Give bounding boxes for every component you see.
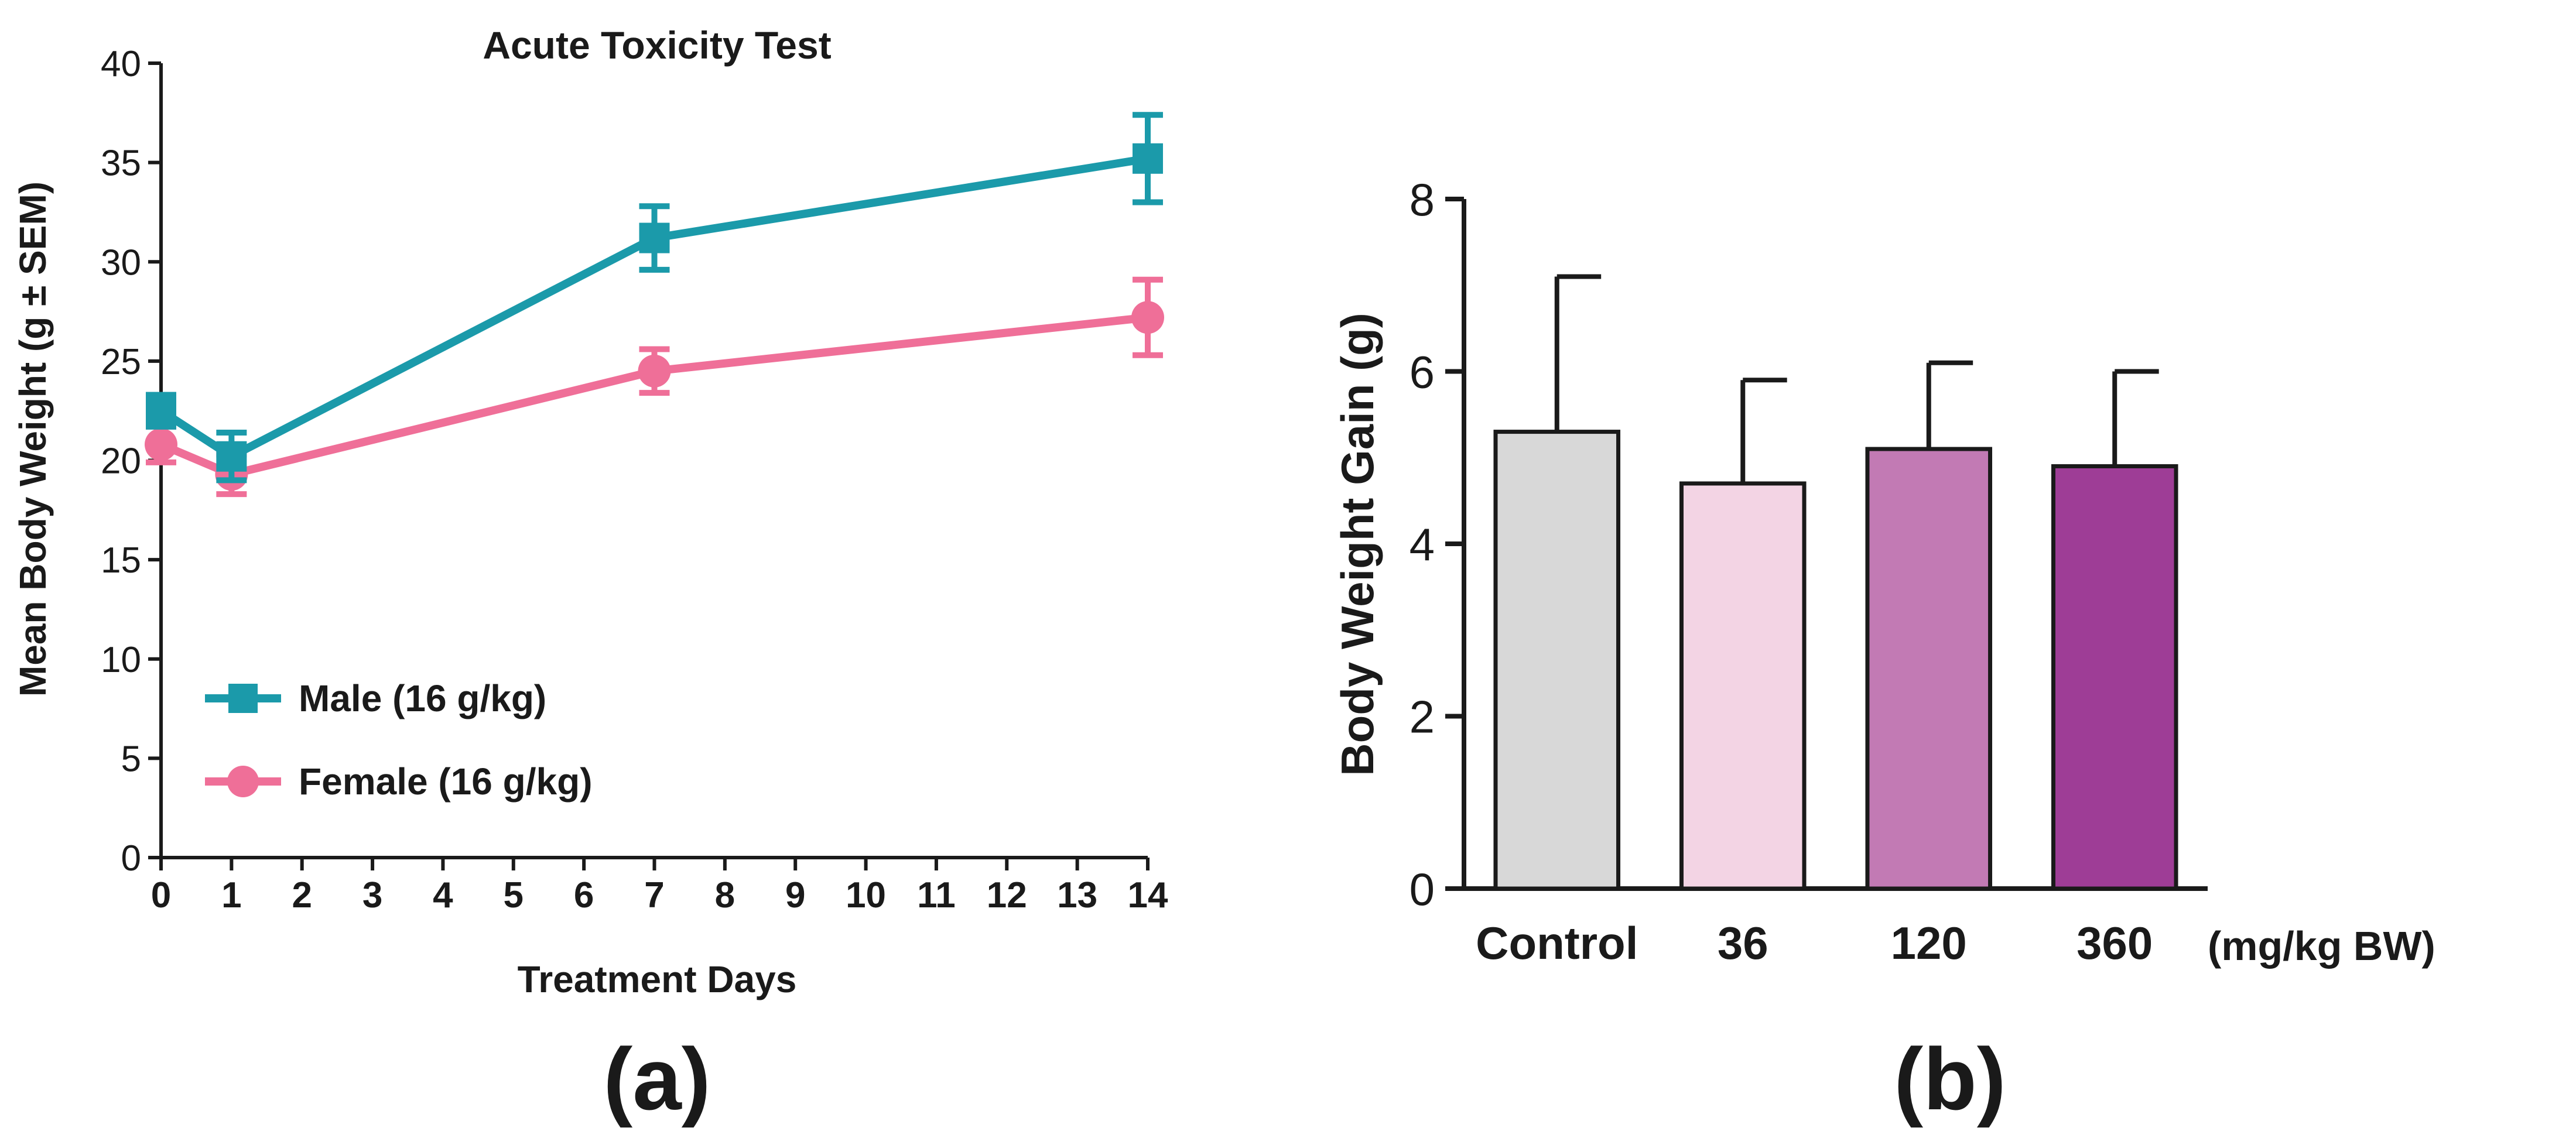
- line-chart-x-label: Treatment Days: [518, 958, 797, 1000]
- line-chart-x-tick-label: 10: [846, 875, 886, 916]
- line-chart-x-tick-label: 12: [987, 875, 1027, 916]
- bar-category-label: 36: [1718, 917, 1768, 969]
- line-chart-x-tick-label: 2: [292, 875, 312, 916]
- line-chart-y-tick-label: 5: [121, 739, 141, 779]
- bar-360: [2051, 464, 2178, 891]
- line-chart-y-tick-label: 25: [101, 342, 141, 382]
- bar-36: [1679, 481, 1807, 891]
- panel-label-a: (a): [603, 1030, 710, 1128]
- line-chart-y-tick-label: 20: [101, 441, 141, 482]
- bar-chart-y-tick-label: 0: [1410, 863, 1435, 915]
- line-chart-x-tick-label: 14: [1128, 875, 1168, 916]
- data-point-male: [146, 395, 176, 426]
- bar-chart-unit-label: (mg/kg BW): [2208, 923, 2435, 969]
- line-chart-x-tick-label: 4: [433, 875, 453, 916]
- data-point-female: [638, 354, 671, 388]
- data-point-male: [216, 441, 247, 472]
- legend-female-marker: [227, 766, 259, 797]
- bar-chart-y-label: Body Weight Gain (g): [1332, 313, 1383, 776]
- line-chart-x-tick-label: 3: [362, 875, 382, 916]
- line-chart-title: Acute Toxicity Test: [483, 23, 831, 67]
- bar-120: [1865, 447, 1993, 891]
- line-chart-x-tick-label: 5: [504, 875, 524, 916]
- line-chart-y-tick-label: 10: [101, 640, 141, 680]
- line-chart-x-tick-label: 13: [1057, 875, 1097, 916]
- bar-chart-y-tick-label: 8: [1410, 174, 1435, 225]
- line-chart-x-tick-label: 8: [715, 875, 735, 916]
- series-line-female: [159, 313, 1148, 479]
- line-chart-x-tick-label: 11: [917, 875, 956, 916]
- legend-female-label: Female (16 g/kg): [299, 760, 593, 803]
- line-chart-y-tick-label: 15: [101, 540, 141, 581]
- bar-chart-y-tick-label: 2: [1410, 691, 1435, 743]
- line-chart-y-tick-label: 40: [101, 44, 141, 84]
- bar-control: [1493, 430, 1621, 891]
- data-point-male: [639, 222, 670, 253]
- line-chart-y-tick-label: 0: [121, 838, 141, 879]
- bar-category-label: Control: [1476, 917, 1638, 969]
- bar-chart-y-tick-label: 4: [1410, 519, 1435, 570]
- data-point-male: [1133, 143, 1163, 174]
- series-line-male: [159, 154, 1149, 461]
- data-point-female: [145, 428, 177, 461]
- line-chart-y-label: Mean Body Weight (g ± SEM): [12, 181, 54, 697]
- bar-category-label: 360: [2076, 917, 2153, 969]
- legend-male-marker: [228, 684, 258, 713]
- bar-chart-y-tick-label: 6: [1410, 347, 1435, 398]
- line-chart-x-tick-label: 0: [151, 875, 171, 916]
- bar-category-label: 120: [1891, 917, 1967, 969]
- legend-male-label: Male (16 g/kg): [299, 677, 546, 719]
- line-chart-x-tick-label: 6: [574, 875, 594, 916]
- panel-label-b: (b): [1894, 1030, 2006, 1128]
- line-chart-x-tick-label: 7: [644, 875, 664, 916]
- line-chart-y-tick-label: 35: [101, 143, 141, 184]
- line-chart-x-tick-label: 1: [221, 875, 241, 916]
- bar-chart-plot-area: 0 2 4 6 8 Control 36 120 360: [1410, 174, 2208, 969]
- line-chart-legend: Male (16 g/kg) Female (16 g/kg): [205, 677, 593, 803]
- line-chart-x-tick-label: 9: [785, 875, 805, 916]
- line-chart-y-tick-label: 30: [101, 242, 141, 283]
- data-point-female: [1131, 301, 1164, 334]
